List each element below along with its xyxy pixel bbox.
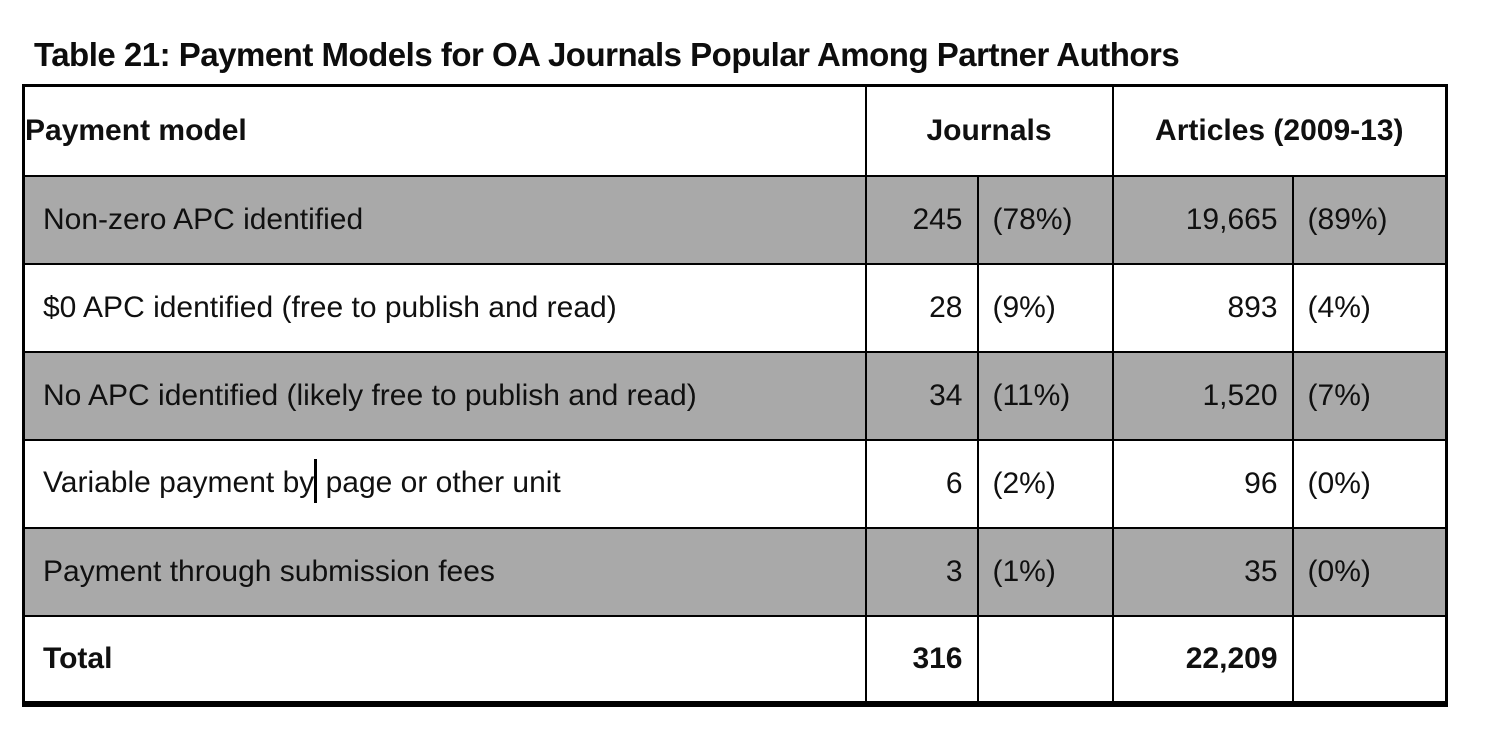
total-row: Total 316 22,209 — [22, 614, 1448, 705]
cell-articles-count: 35 — [1111, 526, 1294, 617]
cell-payment-model: Variable payment by page or other unit — [22, 438, 867, 529]
cell-payment-model: Non-zero APC identified — [22, 174, 867, 265]
cell-journals-pct: (9%) — [976, 262, 1114, 353]
cell-total-articles-pct — [1291, 614, 1448, 705]
text-cursor — [314, 458, 318, 503]
cell-articles-pct: (89%) — [1291, 174, 1448, 265]
cell-journals-pct: (11%) — [976, 350, 1114, 441]
cell-journals-count: 245 — [864, 174, 979, 265]
label-before-cursor: Variable payment by — [43, 465, 315, 499]
cell-journals-count: 6 — [864, 438, 979, 529]
cell-articles-pct: (7%) — [1291, 350, 1448, 441]
cell-total-journals-count: 316 — [864, 614, 979, 705]
cell-articles-pct: (0%) — [1291, 438, 1448, 529]
cell-payment-model: $0 APC identified (free to publish and r… — [22, 262, 867, 353]
header-row: Payment model Journals Articles (2009-13… — [22, 84, 1448, 177]
payment-models-table: Payment model Journals Articles (2009-13… — [22, 84, 1449, 707]
table-row: Variable payment by page or other unit 6… — [22, 438, 1448, 529]
cell-journals-pct: (1%) — [976, 526, 1114, 617]
cell-journals-pct: (78%) — [976, 174, 1114, 265]
table-row: Payment through submission fees 3 (1%) 3… — [22, 526, 1448, 617]
cell-journals-count: 34 — [864, 350, 979, 441]
header-articles: Articles (2009-13) — [1111, 84, 1448, 177]
table-row: Non-zero APC identified 245 (78%) 19,665… — [22, 174, 1448, 265]
cell-journals-pct: (2%) — [976, 438, 1114, 529]
cell-articles-pct: (0%) — [1291, 526, 1448, 617]
table-row: No APC identified (likely free to publis… — [22, 350, 1448, 441]
cell-articles-count: 96 — [1111, 438, 1294, 529]
cell-total-articles-count: 22,209 — [1111, 614, 1294, 705]
cell-articles-pct: (4%) — [1291, 262, 1448, 353]
cell-total-label: Total — [22, 614, 867, 705]
cell-journals-count: 3 — [864, 526, 979, 617]
cell-payment-model: Payment through submission fees — [22, 526, 867, 617]
table-row: $0 APC identified (free to publish and r… — [22, 262, 1448, 353]
cell-articles-count: 893 — [1111, 262, 1294, 353]
table-caption: Table 21: Payment Models for OA Journals… — [34, 36, 1180, 73]
label-after-cursor: page or other unit — [317, 465, 561, 499]
cell-total-journals-pct — [976, 614, 1114, 705]
cell-payment-model: No APC identified (likely free to publis… — [22, 350, 867, 441]
header-payment-model: Payment model — [22, 84, 867, 177]
cell-journals-count: 28 — [864, 262, 979, 353]
cell-articles-count: 19,665 — [1111, 174, 1294, 265]
header-journals: Journals — [864, 84, 1114, 177]
cell-articles-count: 1,520 — [1111, 350, 1294, 441]
